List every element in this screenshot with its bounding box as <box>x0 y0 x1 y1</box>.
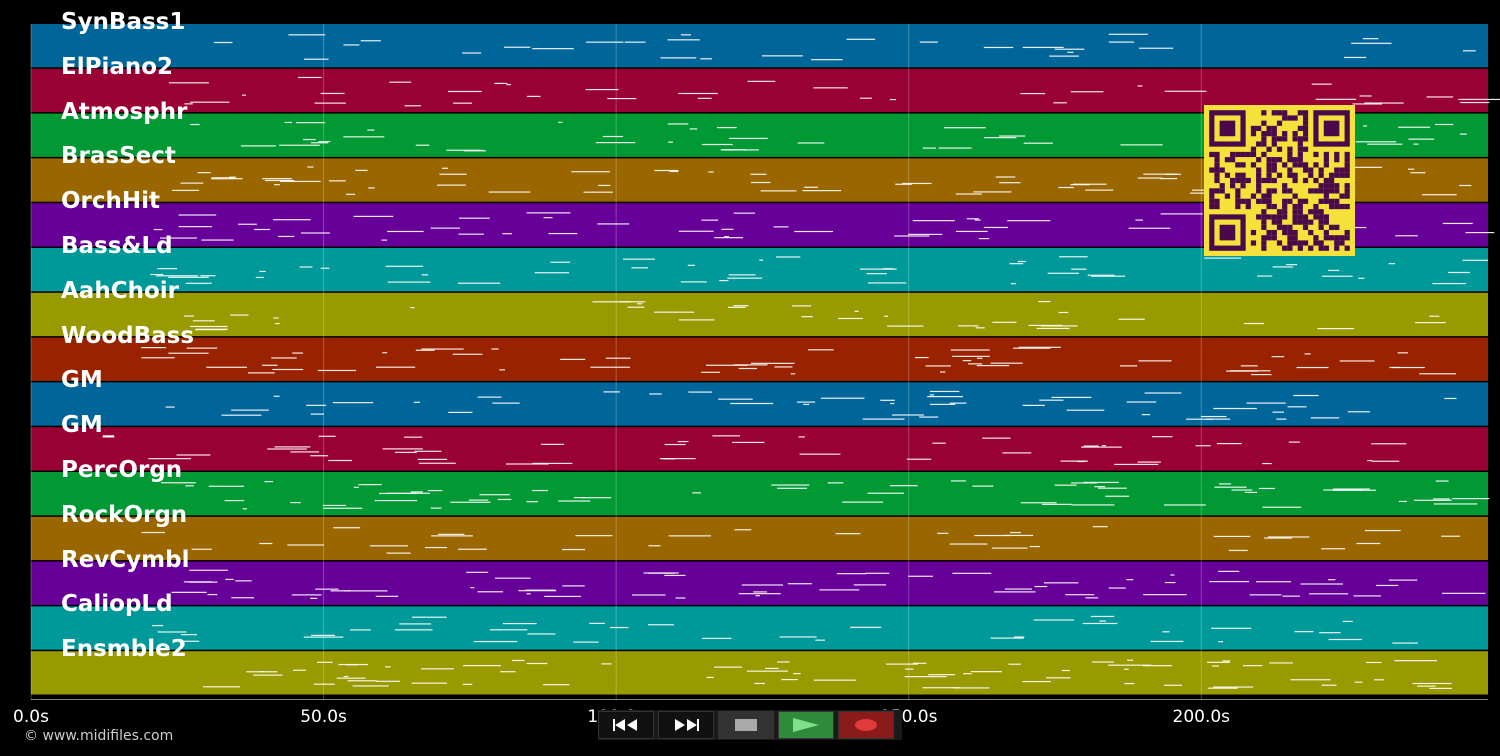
track-label: Ensmble2 <box>61 636 187 663</box>
track-label: RevCymbl <box>61 546 190 573</box>
fast-forward-button[interactable] <box>658 711 714 739</box>
play-icon <box>793 718 819 732</box>
track-notes <box>151 615 1418 644</box>
track-notes <box>171 569 1486 600</box>
track-notes <box>165 390 1457 420</box>
time-tick-label: 200.0s <box>1172 707 1231 727</box>
qr-code <box>1204 105 1355 256</box>
track-notes <box>202 659 1452 689</box>
track-notes <box>161 480 1490 510</box>
time-tick-label: 0.0s <box>13 707 49 727</box>
track-label: SynBass1 <box>61 9 186 35</box>
track-notes <box>148 435 1407 466</box>
track-lane <box>31 292 1488 337</box>
track-lane <box>31 516 1488 561</box>
track-label: BrasSect <box>61 143 176 170</box>
track-notes <box>153 212 1495 241</box>
track-lane <box>31 472 1488 516</box>
track-lane <box>31 651 1488 695</box>
track-label: GM <box>61 367 103 394</box>
record-icon <box>855 719 877 731</box>
time-tick-label: 50.0s <box>300 707 347 727</box>
track-lane <box>31 337 1488 381</box>
track-lane <box>31 24 1488 68</box>
track-label: GM_ <box>61 412 115 439</box>
record-button[interactable] <box>838 711 894 739</box>
stop-button[interactable] <box>718 711 774 739</box>
rewind-icon <box>613 719 637 731</box>
track-notes <box>150 256 1489 285</box>
track-label: Bass&Ld <box>61 233 173 259</box>
track-label: Atmosphr <box>61 98 188 125</box>
rewind-button[interactable] <box>598 711 654 739</box>
track-label: OrchHit <box>61 188 161 215</box>
track-label: ElPiano2 <box>61 53 174 80</box>
track-label: AahChoir <box>61 277 179 304</box>
track-label: WoodBass <box>61 322 195 349</box>
track-lane <box>31 606 1488 650</box>
track-lane <box>31 68 1488 113</box>
track-notes <box>168 76 1500 107</box>
stop-icon <box>735 719 757 731</box>
track-label: RockOrgn <box>61 501 188 528</box>
track-notes <box>141 526 1461 554</box>
track-label: CaliopLd <box>61 591 173 618</box>
track-notes <box>213 33 1476 61</box>
fast-forward-icon <box>675 719 699 731</box>
track-notes <box>141 346 1457 376</box>
play-button[interactable] <box>778 711 834 739</box>
piano-roll <box>30 24 1500 700</box>
track-notes <box>184 300 1446 331</box>
track-lane <box>31 561 1488 605</box>
copyright-text: © www.midifiles.com <box>24 728 174 744</box>
track-label: PercOrgn <box>61 457 183 483</box>
transport-controls <box>598 710 902 740</box>
